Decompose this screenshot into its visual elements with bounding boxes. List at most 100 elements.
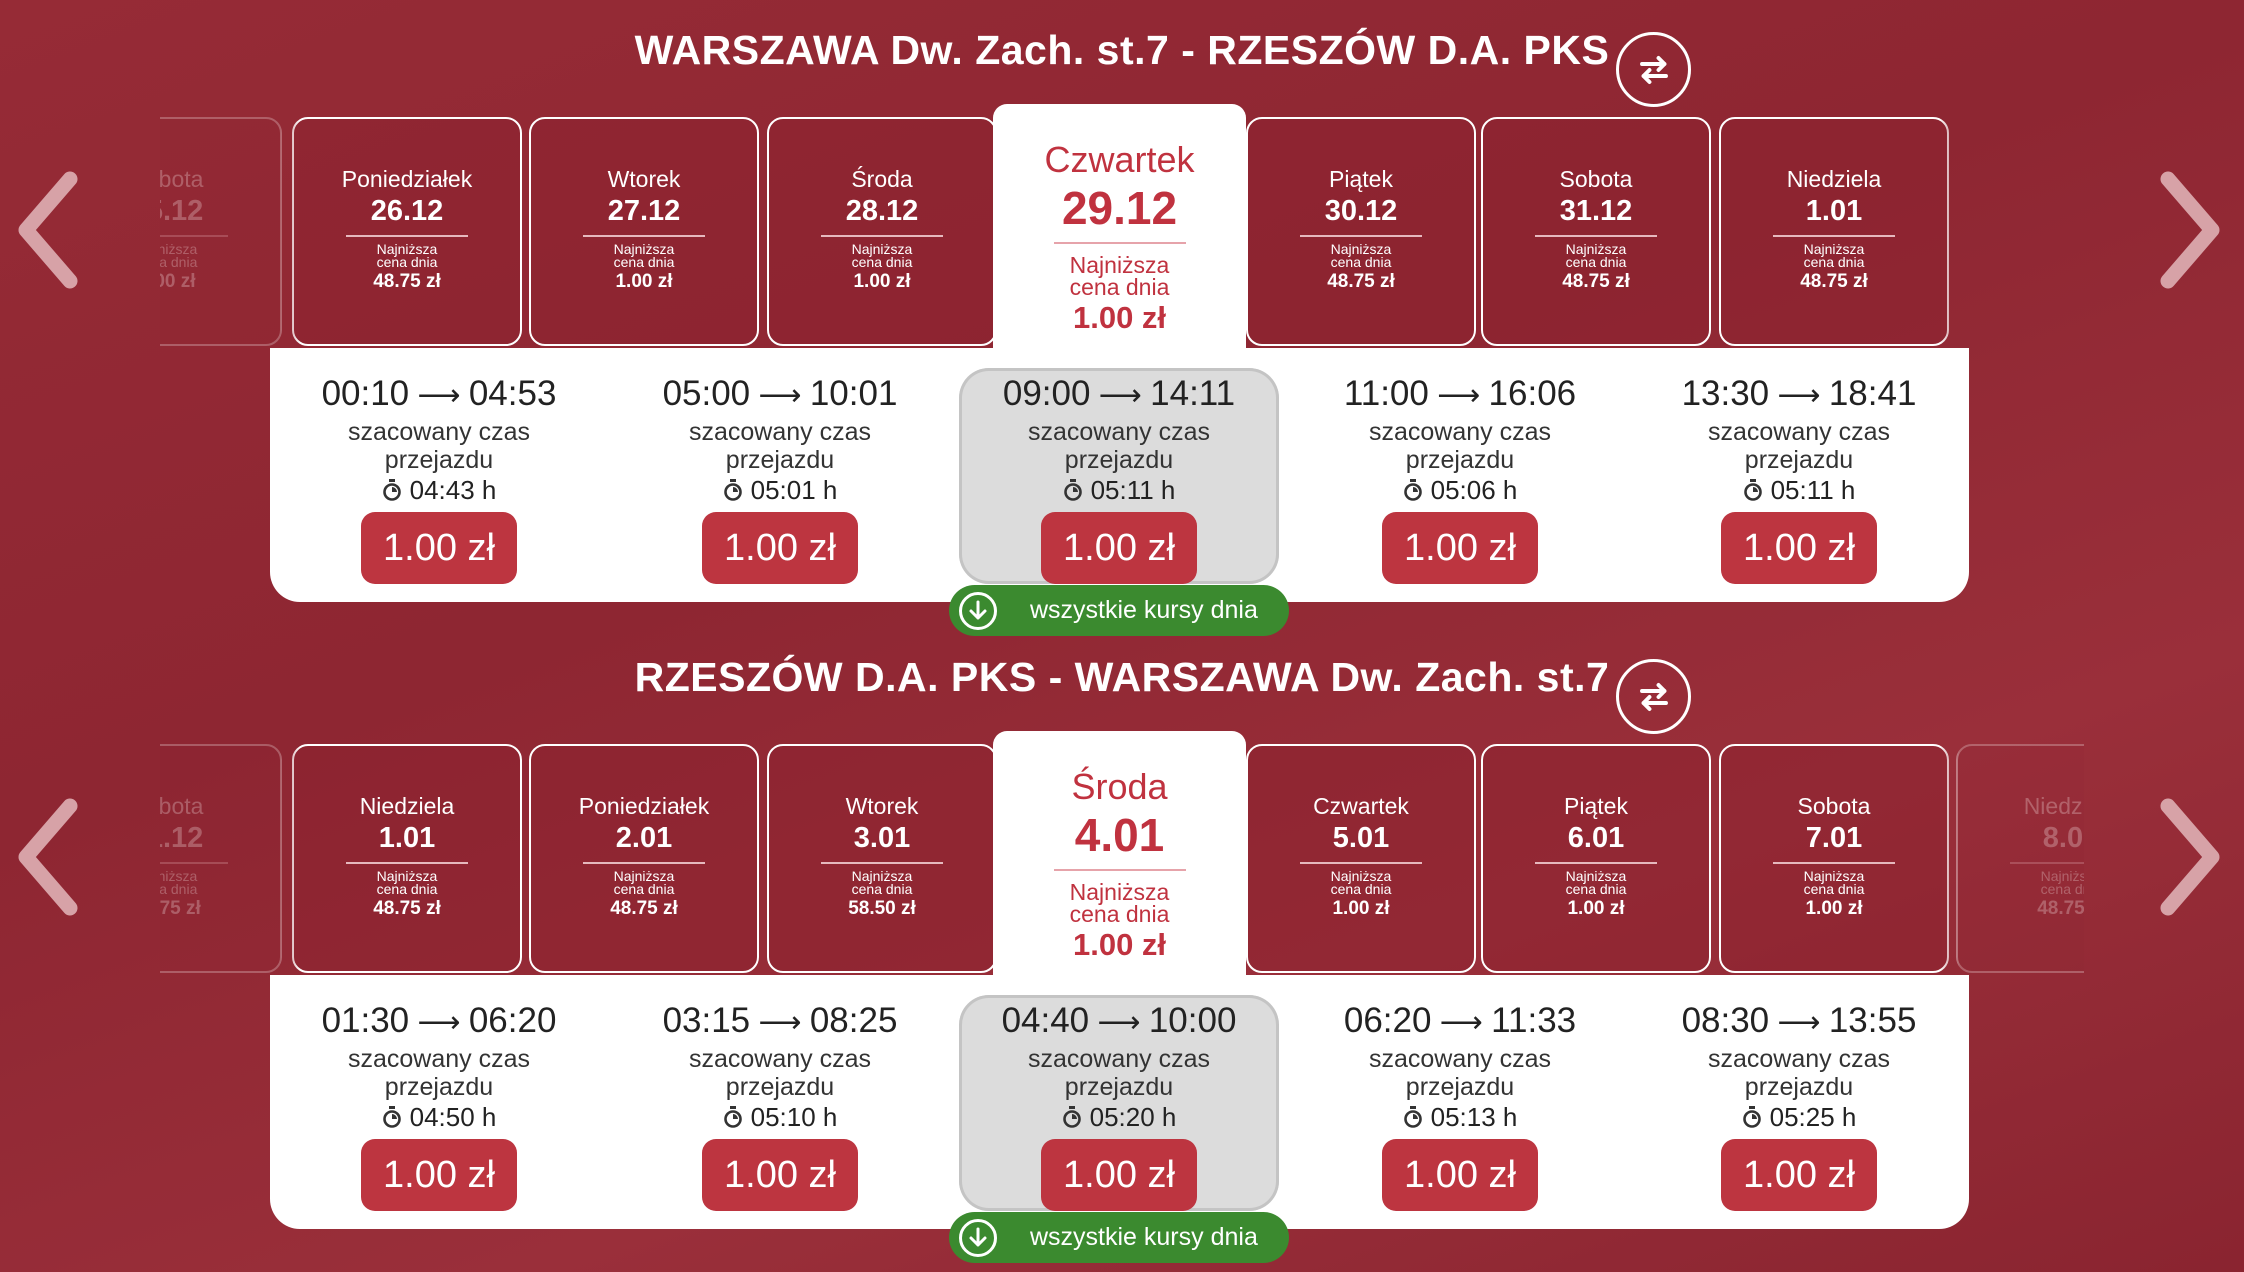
- day-card[interactable]: Niedziela 1.01 Najniższa cena dnia 48.75 zł: [1719, 117, 1949, 346]
- travel-time-label: szacowany czas przejazdu: [1707, 418, 1891, 474]
- all-day-courses-button[interactable]: wszystkie kursy dnia: [949, 585, 1289, 636]
- departure-item[interactable]: 00:10 ⟶ 04:53 szacowany czas przejazdu 04:…: [279, 368, 599, 584]
- day-card[interactable]: Piątek 6.01 Najniższa cena dnia 1.00 zł: [1481, 744, 1711, 973]
- price-button[interactable]: 1.00 zł: [1041, 1139, 1197, 1211]
- day-name: Niedziela: [1786, 166, 1882, 192]
- prev-days-button[interactable]: [8, 792, 88, 922]
- lowest-price-label: Najniższa cena dnia: [1803, 868, 1865, 897]
- chevron-right-icon: [2160, 171, 2220, 289]
- stopwatch-icon: [382, 1106, 401, 1128]
- lowest-price: 48.75 zł: [373, 271, 441, 292]
- arrow-right-icon: ⟶: [750, 1006, 810, 1039]
- day-card[interactable]: Niedziela 1.01 Najniższa cena dnia 48.75 zł: [292, 744, 522, 973]
- day-card[interactable]: Poniedziałek 2.01 Najniższa cena dnia 48.75…: [529, 744, 759, 973]
- day-card[interactable]: Wtorek 3.01 Najniższa cena dnia 58.50 zł: [767, 744, 997, 973]
- price-button[interactable]: 1.00 zł: [1382, 1139, 1538, 1211]
- travel-duration: 04:50 h: [279, 1101, 599, 1133]
- travel-duration: 05:25 h: [1639, 1101, 1959, 1133]
- route-header: RZESZÓW D.A. PKS - WARSZAWA Dw. Zach. st…: [0, 647, 2244, 734]
- arrival-time: 11:33: [1491, 1001, 1577, 1040]
- departure-item[interactable]: 03:15 ⟶ 08:25 szacowany czas przejazdu 05:…: [620, 995, 940, 1211]
- price-button[interactable]: 1.00 zł: [361, 1139, 517, 1211]
- divider: [160, 862, 228, 864]
- departure-item[interactable]: 11:00 ⟶ 16:06 szacowany czas przejazdu 05:…: [1300, 368, 1620, 584]
- arrow-right-icon: ⟶: [1089, 1006, 1149, 1039]
- route-header: WARSZAWA Dw. Zach. st.7 - RZESZÓW D.A. P…: [0, 20, 2244, 107]
- departure-times: 08:30 ⟶ 13:55: [1639, 999, 1959, 1045]
- day-date: 1.01: [378, 822, 436, 854]
- stopwatch-icon: [1403, 1106, 1422, 1128]
- swap-direction-button[interactable]: [1616, 32, 1691, 107]
- swap-direction-button[interactable]: [1616, 659, 1691, 734]
- day-card[interactable]: Sobota 7.01 Najniższa cena dnia 1.00 zł: [1719, 744, 1949, 973]
- all-day-courses-button[interactable]: wszystkie kursy dnia: [949, 1212, 1289, 1263]
- price-button[interactable]: 1.00 zł: [1041, 512, 1197, 584]
- price-button[interactable]: 1.00 zł: [702, 1139, 858, 1211]
- departure-times: 05:00 ⟶ 10:01: [620, 372, 940, 418]
- prev-days-button[interactable]: [8, 165, 88, 295]
- travel-duration: 04:43 h: [279, 474, 599, 506]
- departure-times: 11:00 ⟶ 16:06: [1300, 372, 1620, 418]
- price-button[interactable]: 1.00 zł: [361, 512, 517, 584]
- divider: [1300, 862, 1422, 864]
- departure-times: 04:40 ⟶ 10:00: [959, 999, 1279, 1045]
- lowest-price-label: Najniższa cena dnia: [1330, 241, 1392, 270]
- lowest-price-label: Najniższa cena dnia: [2040, 868, 2084, 897]
- departure-item[interactable]: 05:00 ⟶ 10:01 szacowany czas przejazdu 05:…: [620, 368, 940, 584]
- day-date: 4.01: [1074, 809, 1165, 861]
- price-button[interactable]: 1.00 zł: [702, 512, 858, 584]
- price-button[interactable]: 1.00 zł: [1721, 512, 1877, 584]
- day-date: 7.01: [1805, 822, 1863, 854]
- stopwatch-icon: [1742, 1106, 1761, 1128]
- departure-item[interactable]: 01:30 ⟶ 06:20 szacowany czas przejazdu 04:…: [279, 995, 599, 1211]
- departure-selected[interactable]: 04:40 ⟶ 10:00 szacowany czas przejazdu 05:…: [959, 995, 1279, 1211]
- price-button[interactable]: 1.00 zł: [1382, 512, 1538, 584]
- lowest-price-label: Najniższa cena dnia: [1069, 252, 1170, 300]
- divider: [1773, 862, 1895, 864]
- divider: [1053, 869, 1186, 871]
- departure-time: 03:15: [662, 1001, 751, 1040]
- lowest-price: 1.00 zł: [853, 271, 911, 292]
- arrival-time: 10:00: [1148, 1001, 1237, 1040]
- day-date: 6.01: [1567, 822, 1625, 854]
- duration-value: 05:13 h: [1430, 1102, 1518, 1132]
- chevron-right-icon: [2160, 798, 2220, 916]
- travel-duration: 05:10 h: [620, 1101, 940, 1133]
- duration-value: 05:10 h: [750, 1102, 838, 1132]
- departure-item[interactable]: 13:30 ⟶ 18:41 szacowany czas przejazdu 05:…: [1639, 368, 1959, 584]
- day-card[interactable]: Poniedziałek 26.12 Najniższa cena dnia 48.7…: [292, 117, 522, 346]
- day-card-selected[interactable]: Czwartek 29.12 Najniższa cena dnia 1.00 zł: [993, 104, 1246, 350]
- departure-item[interactable]: 06:20 ⟶ 11:33 szacowany czas przejazdu 05:…: [1300, 995, 1620, 1211]
- price-button[interactable]: 1.00 zł: [1721, 1139, 1877, 1211]
- day-name: Sobota: [160, 166, 204, 192]
- departures-panel: 00:10 ⟶ 04:53 szacowany czas przejazdu 04:…: [270, 348, 1969, 602]
- day-card[interactable]: Piątek 30.12 Najniższa cena dnia 48.75 zł: [1246, 117, 1476, 346]
- departure-item[interactable]: 08:30 ⟶ 13:55 szacowany czas przejazdu 05:…: [1639, 995, 1959, 1211]
- divider: [583, 862, 705, 864]
- day-name: Poniedziałek: [341, 166, 473, 192]
- departure-selected[interactable]: 09:00 ⟶ 14:11 szacowany czas przejazdu 05:…: [959, 368, 1279, 584]
- all-day-courses-label: wszystkie kursy dnia: [1030, 1223, 1258, 1251]
- next-days-button[interactable]: [2150, 792, 2230, 922]
- next-days-button[interactable]: [2150, 165, 2230, 295]
- day-card[interactable]: Czwartek 5.01 Najniższa cena dnia 1.00 zł: [1246, 744, 1476, 973]
- duration-value: 04:50 h: [409, 1102, 497, 1132]
- duration-value: 05:01 h: [750, 475, 838, 505]
- day-name: Piątek: [1329, 166, 1393, 192]
- day-card[interactable]: Środa 28.12 Najniższa cena dnia 1.00 zł: [767, 117, 997, 346]
- day-name: Sobota: [1559, 166, 1633, 192]
- travel-time-label: szacowany czas przejazdu: [688, 418, 872, 474]
- lowest-price-label: Najniższa cena dnia: [376, 868, 438, 897]
- departure-time: 01:30: [321, 1001, 410, 1040]
- arrow-right-icon: ⟶: [1431, 1006, 1492, 1039]
- day-card-selected[interactable]: Środa 4.01 Najniższa cena dnia 1.00 zł: [993, 731, 1246, 977]
- day-card[interactable]: Wtorek 27.12 Najniższa cena dnia 1.00 zł: [529, 117, 759, 346]
- day-name: Sobota: [160, 793, 204, 819]
- duration-value: 05:06 h: [1430, 475, 1518, 505]
- travel-time-label: szacowany czas przejazdu: [688, 1045, 872, 1101]
